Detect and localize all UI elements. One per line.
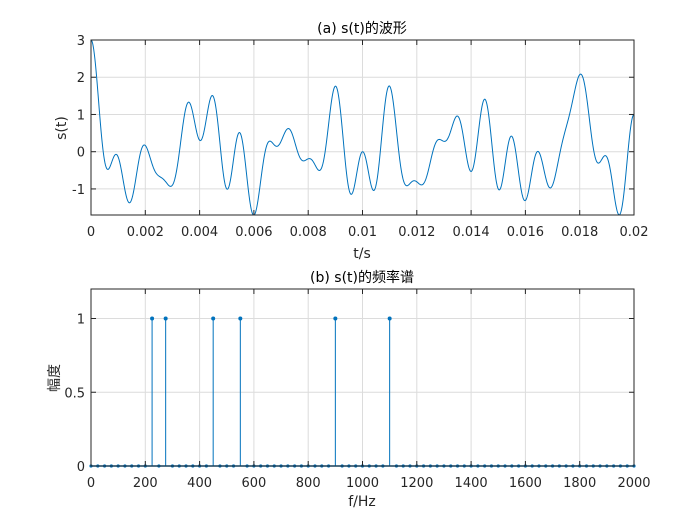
waveform-grid (90, 39, 635, 215)
spectrum-grid (90, 289, 635, 467)
waveform-title: (a) s(t)的波形 (317, 21, 407, 37)
spectrum-x-tick-label: 1600 (509, 476, 542, 491)
spectrum-x-tick-label: 400 (187, 476, 212, 491)
waveform-x-tick-label: 0.008 (290, 225, 327, 240)
waveform-x-tick-label: 0.012 (398, 225, 435, 240)
waveform-x-ticks: 0 0.002 0.004 0.006 0.008 0.01 0.012 0.014 0.016… (87, 40, 649, 240)
spectrum-plot: (b) s(t)的频率谱 0 200 400 600 800 1000 1200 1400 16… (47, 269, 651, 510)
waveform-y-tick-label: -1 (72, 183, 85, 198)
spectrum-y-tick-label: 0 (77, 460, 85, 475)
waveform-plot: (a) s(t)的波形 0 0.002 0.004 0.006 0.008 0.01 0.0… (54, 21, 648, 262)
spectrum-x-tick-label: 1400 (455, 476, 488, 491)
waveform-series (91, 40, 634, 215)
waveform-x-tick-label: 0.018 (561, 225, 598, 240)
spectrum-y-label: 幅度 (47, 364, 63, 392)
spectrum-stem-marker (387, 316, 392, 321)
spectrum-x-tick-label: 0 (87, 476, 95, 491)
spectrum-title: (b) s(t)的频率谱 (310, 269, 414, 286)
waveform-x-tick-label: 0.014 (452, 225, 489, 240)
waveform-x-tick-label: 0.004 (181, 225, 218, 240)
spectrum-stem-marker (150, 316, 155, 321)
spectrum-x-tick-label: 1000 (346, 476, 379, 491)
waveform-y-ticks: -1 0 1 2 3 (72, 34, 634, 198)
spectrum-x-tick-label: 2000 (617, 476, 650, 491)
spectrum-x-tick-label: 1200 (400, 476, 433, 491)
spectrum-stem-marker (163, 316, 168, 321)
waveform-x-tick-label: 0.02 (620, 225, 649, 240)
waveform-y-tick-label: 2 (77, 71, 85, 86)
waveform-line (91, 40, 634, 215)
spectrum-x-label: f/Hz (348, 494, 376, 510)
spectrum-y-ticks: 00.51 (64, 313, 634, 475)
waveform-x-tick-label: 0.006 (235, 225, 272, 240)
waveform-y-tick-label: 0 (77, 146, 85, 161)
waveform-y-tick-label: 1 (77, 108, 85, 123)
spectrum-y-tick-label: 0.5 (64, 386, 85, 401)
spectrum-x-tick-label: 1800 (563, 476, 596, 491)
waveform-x-tick-label: 0.016 (507, 225, 544, 240)
waveform-x-tick-label: 0.002 (127, 225, 164, 240)
waveform-x-tick-label: 0.01 (348, 225, 377, 240)
spectrum-stem-marker (211, 316, 216, 321)
spectrum-x-tick-label: 800 (296, 476, 321, 491)
waveform-x-tick-label: 0 (87, 225, 95, 240)
spectrum-stem-marker (238, 316, 243, 321)
spectrum-x-ticks: 0 200 400 600 800 1000 1200 1400 1600 1800 2000 (87, 289, 651, 491)
spectrum-x-tick-label: 200 (133, 476, 158, 491)
spectrum-x-tick-label: 600 (241, 476, 266, 491)
spectrum-y-tick-label: 1 (77, 313, 85, 328)
waveform-y-tick-label: 3 (77, 34, 85, 49)
spectrum-stem-marker (333, 316, 338, 321)
waveform-y-label: s(t) (54, 116, 70, 140)
waveform-x-label: t/s (353, 246, 371, 262)
